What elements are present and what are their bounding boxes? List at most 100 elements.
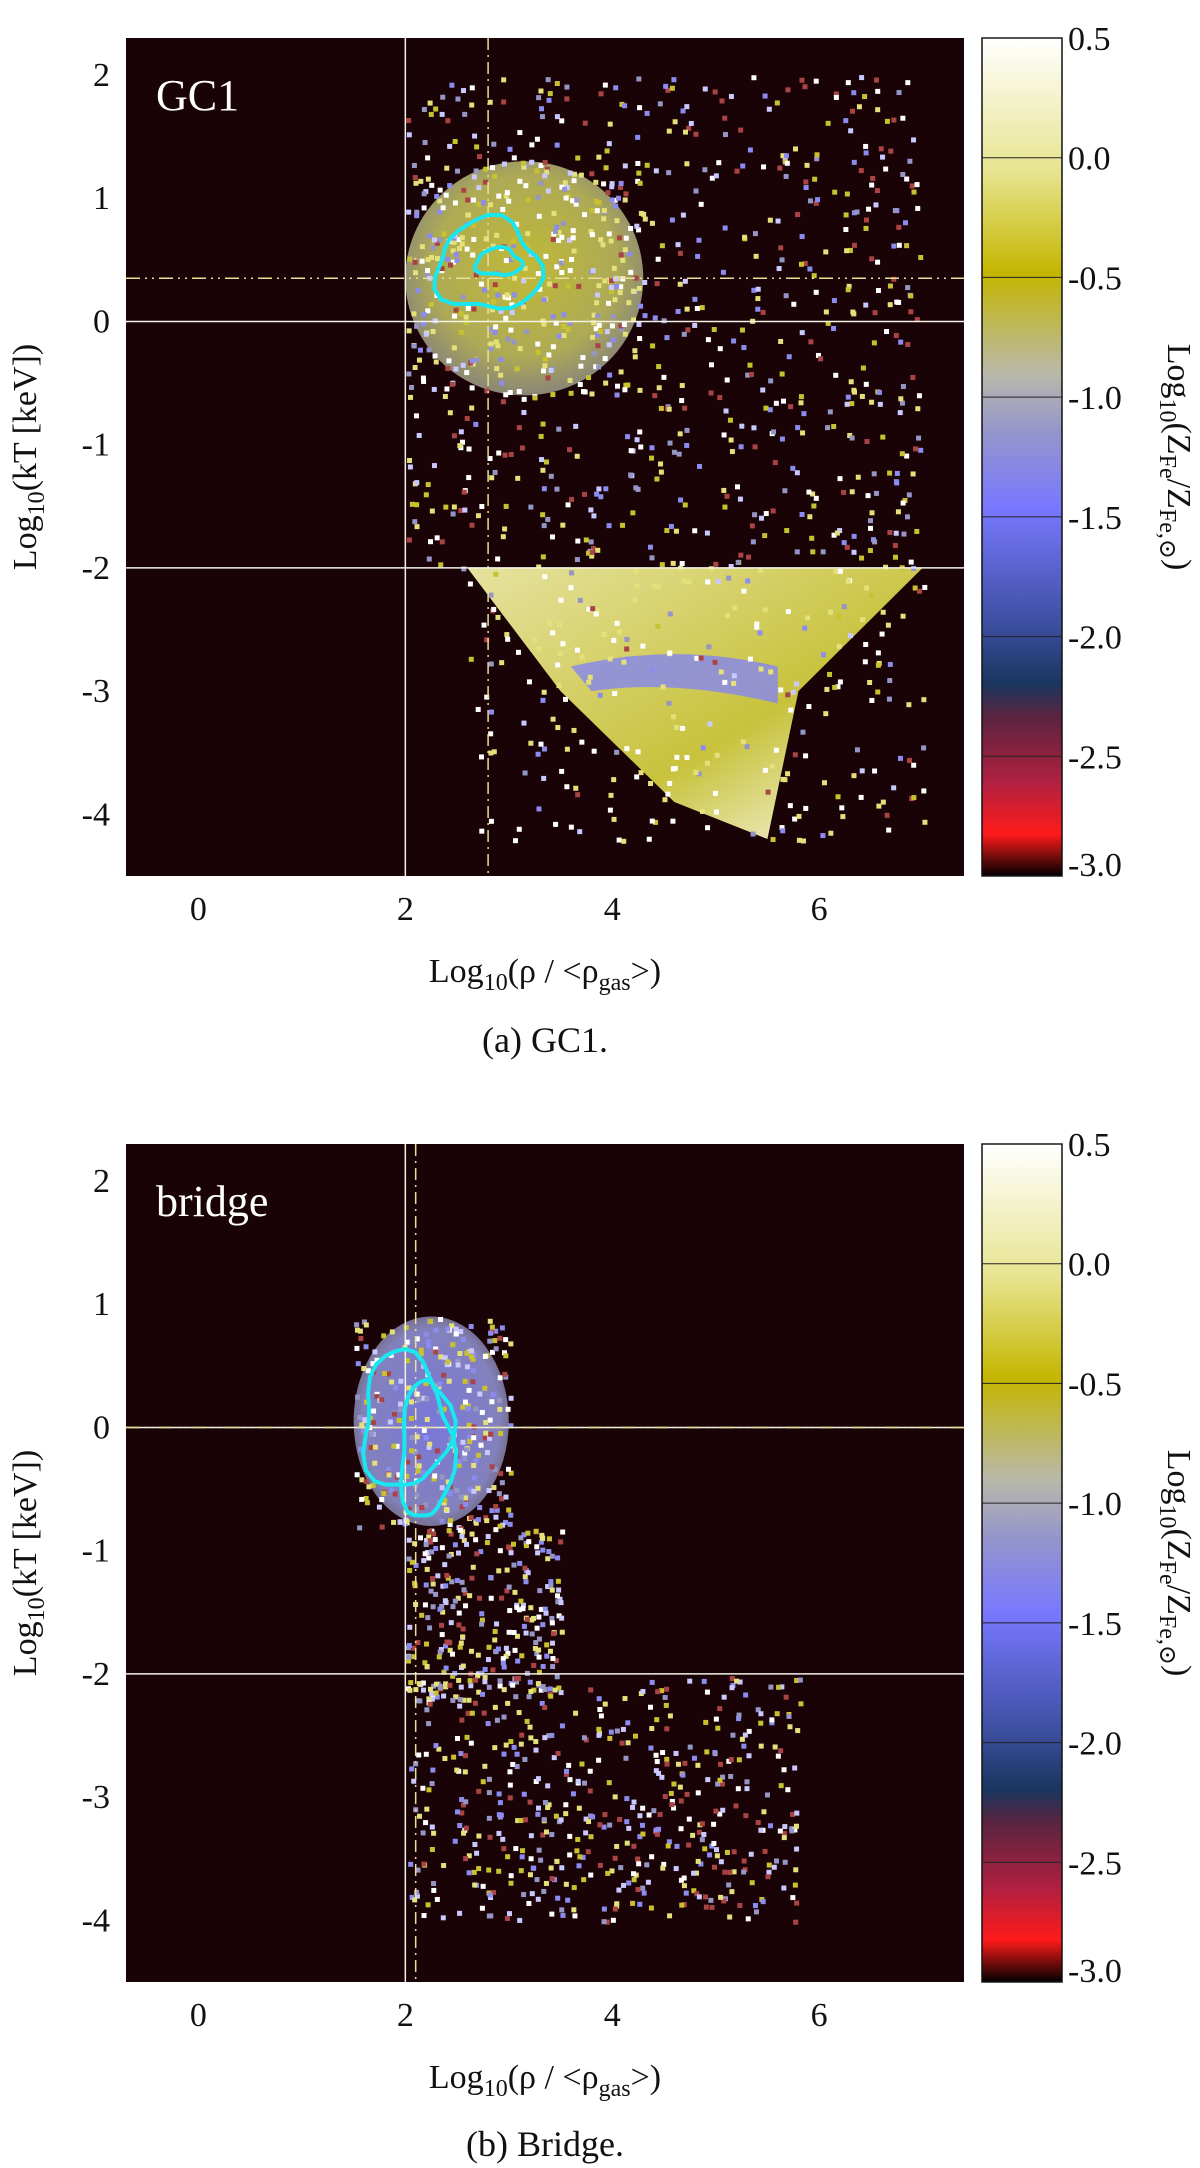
data-point [457, 1823, 463, 1829]
data-point [545, 516, 551, 522]
data-point [525, 1530, 531, 1536]
data-point [586, 1819, 592, 1825]
data-point [408, 1861, 414, 1867]
data-point [452, 139, 458, 145]
data-point [588, 229, 594, 235]
data-point [406, 1658, 412, 1664]
data-point [752, 444, 758, 450]
data-point [414, 1391, 420, 1397]
data-point [862, 659, 868, 665]
data-point [467, 1678, 473, 1684]
data-point [526, 679, 532, 685]
data-point [425, 308, 431, 314]
data-point [751, 75, 757, 81]
data-point [478, 281, 484, 287]
data-point [656, 385, 662, 391]
data-point [452, 313, 458, 319]
data-point [644, 110, 650, 116]
data-point [421, 191, 427, 197]
data-point [538, 433, 544, 439]
data-point [573, 1710, 579, 1716]
data-point [820, 833, 826, 839]
data-point [778, 1748, 784, 1754]
data-point [784, 160, 790, 166]
data-point [617, 184, 623, 190]
data-point [457, 1527, 463, 1533]
data-point [686, 1842, 692, 1848]
data-point [405, 1459, 411, 1465]
data-point [619, 326, 625, 332]
data-point [728, 1773, 734, 1779]
data-point [614, 749, 620, 755]
data-point [626, 300, 632, 306]
data-point [666, 1839, 672, 1845]
data-point [718, 1859, 724, 1865]
data-point [487, 1417, 493, 1423]
data-point [567, 237, 573, 243]
data-point [543, 1829, 549, 1835]
data-point [439, 1603, 445, 1609]
data-point [580, 1854, 586, 1860]
data-point [594, 607, 600, 613]
data-point [580, 355, 586, 361]
data-point [426, 347, 432, 353]
data-point [555, 662, 561, 668]
data-point [534, 1877, 540, 1883]
data-point [492, 1628, 498, 1634]
data-point [468, 1515, 474, 1521]
data-point [760, 309, 766, 315]
data-point [545, 1584, 551, 1590]
plot-area [126, 1144, 964, 1982]
colorbar [981, 37, 1063, 877]
data-point [781, 1767, 787, 1773]
data-point [591, 351, 597, 357]
data-point [775, 1753, 781, 1759]
data-point [556, 1587, 562, 1593]
data-point [482, 1674, 488, 1680]
data-point [508, 1341, 514, 1347]
data-point [428, 539, 434, 545]
data-point [529, 142, 535, 148]
data-point [527, 1872, 533, 1878]
data-point [766, 106, 772, 112]
data-point [604, 148, 610, 154]
data-point [549, 1911, 555, 1917]
data-point [880, 799, 886, 805]
data-point [437, 237, 443, 243]
data-point [596, 1726, 602, 1732]
data-point [609, 197, 615, 203]
data-point [891, 276, 897, 282]
data-point [797, 1677, 803, 1683]
data-point [441, 1406, 447, 1412]
data-point [772, 460, 778, 466]
data-point [583, 1830, 589, 1836]
data-point [596, 486, 602, 492]
data-point [612, 691, 618, 697]
y-tick-label: -4 [82, 796, 110, 833]
colorbar-label: Log10(ZFe/ZFe,⊙) [1154, 1450, 1197, 1677]
data-point [479, 1611, 485, 1617]
data-point [507, 390, 513, 396]
data-point [733, 1803, 739, 1809]
data-point [636, 227, 642, 233]
data-point [491, 606, 497, 612]
data-point [849, 435, 855, 441]
data-point [428, 1588, 434, 1594]
data-point [567, 267, 573, 273]
data-point [441, 1693, 447, 1699]
data-point [688, 120, 694, 126]
data-point [678, 1877, 684, 1883]
data-point [482, 179, 488, 185]
data-point [437, 1685, 443, 1691]
data-point [455, 1809, 461, 1815]
data-point [479, 1617, 485, 1623]
data-point [408, 1416, 414, 1422]
data-point [885, 622, 891, 628]
data-point [497, 1397, 503, 1403]
data-point [522, 265, 528, 271]
data-point [598, 237, 604, 243]
data-point [597, 1862, 603, 1868]
y-tick-label: 0 [93, 1409, 110, 1446]
data-point [724, 377, 730, 383]
data-point [633, 568, 639, 574]
